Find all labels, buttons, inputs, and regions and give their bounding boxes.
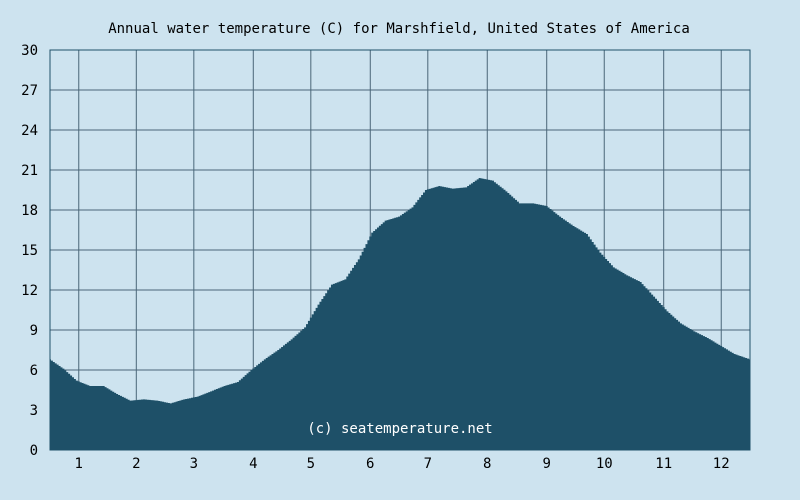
chart-title: Annual water temperature (C) for Marshfi…: [108, 21, 690, 37]
x-tick-label: 8: [483, 456, 491, 472]
watermark: (c) seatemperature.net: [307, 421, 492, 437]
y-tick-label: 0: [30, 443, 38, 459]
x-tick-label: 6: [366, 456, 374, 472]
y-tick-label: 3: [30, 403, 38, 419]
plot-border: [49, 49, 751, 451]
x-tick-label: 4: [249, 456, 257, 472]
x-tick-label: 9: [542, 456, 550, 472]
x-tick-label: 12: [713, 456, 730, 472]
x-axis: 1 2 3 4 5 6 7 8 9 10 11 12: [75, 456, 730, 472]
y-axis: 0 3 6 9 12 15 18 21 24 27 30: [21, 43, 38, 459]
y-tick-label: 21: [21, 163, 38, 179]
x-tick-label: 1: [75, 456, 83, 472]
y-tick-label: 18: [21, 203, 38, 219]
y-tick-label: 12: [21, 283, 38, 299]
x-tick-label: 7: [424, 456, 432, 472]
x-tick-label: 10: [596, 456, 613, 472]
x-tick-label: 5: [307, 456, 315, 472]
x-tick-label: 3: [190, 456, 198, 472]
y-tick-label: 15: [21, 243, 38, 259]
x-tick-label: 2: [132, 456, 140, 472]
y-tick-label: 24: [21, 123, 38, 139]
y-tick-label: 27: [21, 83, 38, 99]
y-tick-label: 9: [30, 323, 38, 339]
y-tick-label: 6: [30, 363, 38, 379]
y-tick-label: 30: [21, 43, 38, 59]
plot-area: [50, 178, 750, 450]
temperature-area: [50, 178, 750, 450]
x-tick-label: 11: [655, 456, 672, 472]
